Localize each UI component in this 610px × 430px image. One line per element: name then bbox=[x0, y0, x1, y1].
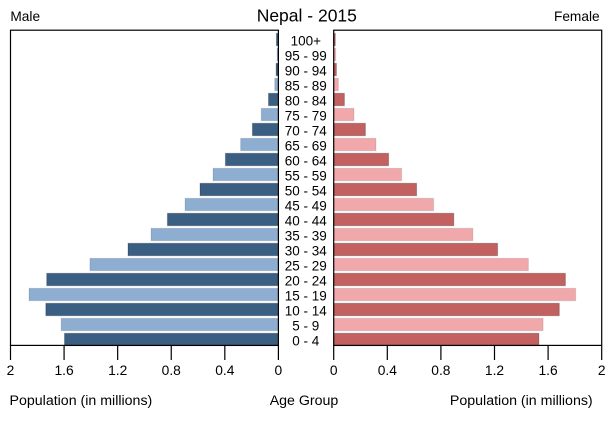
svg-text:65 - 69: 65 - 69 bbox=[285, 139, 327, 154]
svg-text:75 - 79: 75 - 79 bbox=[285, 109, 327, 124]
svg-text:Male: Male bbox=[10, 9, 40, 24]
svg-text:Population (in millions): Population (in millions) bbox=[450, 393, 593, 409]
svg-text:40 - 44: 40 - 44 bbox=[285, 214, 328, 229]
svg-text:85 - 89: 85 - 89 bbox=[285, 79, 327, 94]
svg-text:1.2: 1.2 bbox=[485, 363, 504, 378]
svg-text:95 - 99: 95 - 99 bbox=[285, 49, 327, 64]
svg-text:0.8: 0.8 bbox=[431, 363, 451, 378]
svg-text:80 - 84: 80 - 84 bbox=[285, 94, 328, 109]
svg-text:Age Group: Age Group bbox=[270, 393, 339, 409]
svg-text:0: 0 bbox=[330, 363, 338, 378]
svg-text:0 - 4: 0 - 4 bbox=[292, 334, 320, 349]
svg-text:2: 2 bbox=[598, 363, 606, 378]
svg-text:Population (in millions): Population (in millions) bbox=[10, 393, 153, 409]
svg-text:60 - 64: 60 - 64 bbox=[285, 154, 328, 169]
svg-text:Female: Female bbox=[554, 9, 600, 24]
svg-text:100+: 100+ bbox=[291, 34, 322, 49]
svg-text:1.6: 1.6 bbox=[54, 363, 74, 378]
svg-text:30 - 34: 30 - 34 bbox=[285, 244, 328, 259]
svg-text:10 - 14: 10 - 14 bbox=[285, 304, 328, 319]
svg-text:15 - 19: 15 - 19 bbox=[285, 289, 327, 304]
svg-text:70 - 74: 70 - 74 bbox=[285, 124, 328, 139]
svg-text:1.2: 1.2 bbox=[108, 363, 127, 378]
svg-text:25 - 29: 25 - 29 bbox=[285, 259, 327, 274]
svg-text:5 - 9: 5 - 9 bbox=[292, 319, 319, 334]
svg-text:90 - 94: 90 - 94 bbox=[285, 64, 328, 79]
svg-text:1.6: 1.6 bbox=[539, 363, 559, 378]
svg-text:55 - 59: 55 - 59 bbox=[285, 169, 327, 184]
svg-text:50 - 54: 50 - 54 bbox=[285, 184, 328, 199]
svg-text:20 - 24: 20 - 24 bbox=[285, 274, 328, 289]
svg-text:45 - 49: 45 - 49 bbox=[285, 199, 327, 214]
svg-text:0.8: 0.8 bbox=[162, 363, 182, 378]
svg-text:2: 2 bbox=[7, 363, 15, 378]
svg-text:0.4: 0.4 bbox=[215, 363, 235, 378]
svg-text:35 - 39: 35 - 39 bbox=[285, 229, 327, 244]
svg-text:0.4: 0.4 bbox=[378, 363, 398, 378]
svg-text:Nepal - 2015: Nepal - 2015 bbox=[257, 5, 357, 25]
svg-text:0: 0 bbox=[275, 363, 283, 378]
